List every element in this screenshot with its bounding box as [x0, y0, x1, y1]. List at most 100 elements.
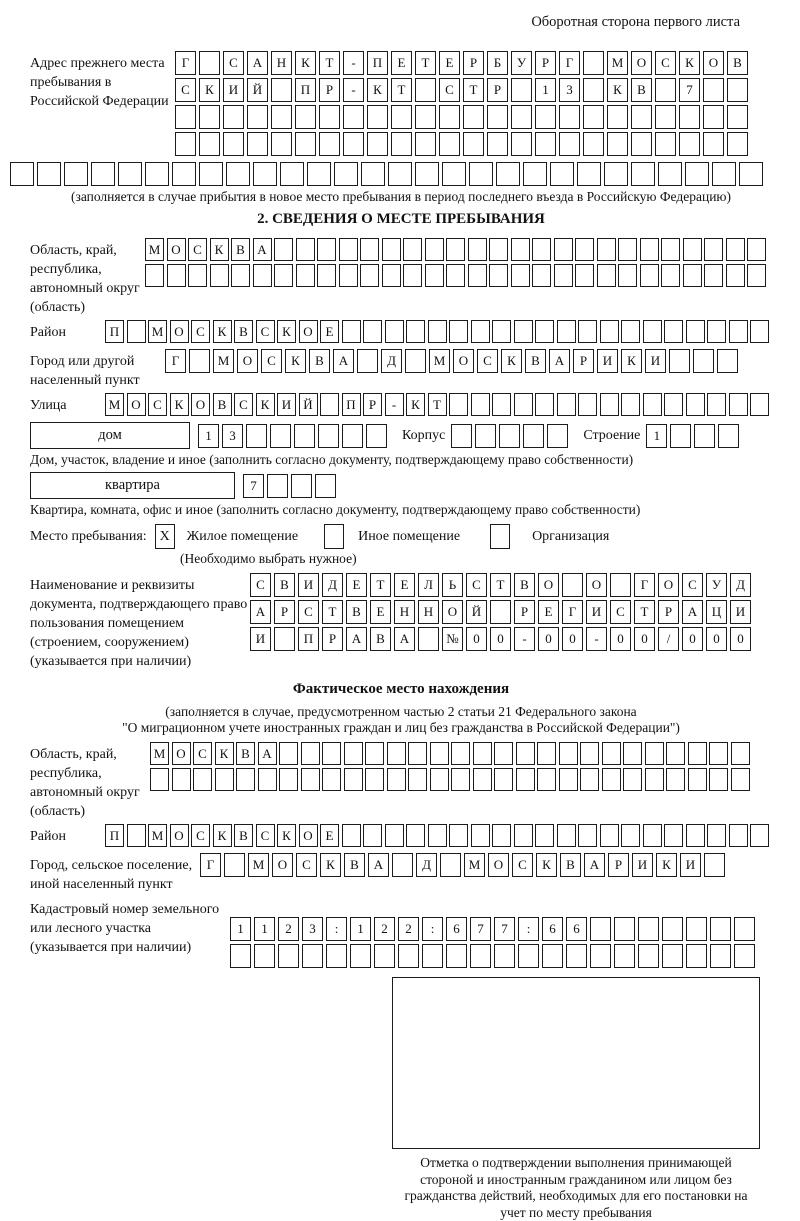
char-cell	[254, 944, 275, 968]
char-cell: А	[368, 853, 389, 877]
page-corner-note: Оборотная сторона первого листа	[531, 14, 740, 30]
street-label: Улица	[30, 398, 67, 413]
char-cell	[214, 768, 234, 791]
char-cell: М	[464, 853, 485, 877]
char-cell	[542, 944, 563, 968]
char-cell: П	[298, 627, 319, 651]
fact-district-label: Район	[30, 829, 66, 844]
char-cell: С	[148, 393, 167, 416]
char-cell: О	[298, 824, 318, 847]
char-cell: Р	[573, 349, 594, 373]
char-cell	[492, 320, 511, 343]
char-cell: Т	[634, 600, 655, 624]
document-label: Наименование и реквизиты документа, подт…	[30, 578, 248, 669]
char-cell	[707, 320, 726, 343]
confirmation-stamp-box	[392, 977, 760, 1149]
char-cell: И	[680, 853, 701, 877]
char-cell	[614, 917, 635, 941]
char-cell	[223, 132, 244, 156]
char-cell: 0	[538, 627, 559, 651]
char-cell	[511, 78, 532, 102]
char-cell	[361, 162, 385, 186]
char-cell: Р	[363, 393, 382, 416]
char-cell: Р	[463, 51, 484, 75]
actual-location-note-1: (заполняется в случае, предусмотренном ч…	[165, 704, 637, 719]
char-cell: Д	[730, 573, 751, 597]
char-cell	[559, 132, 580, 156]
char-cell	[515, 742, 535, 765]
char-cell: -	[343, 78, 364, 102]
char-cell	[583, 105, 604, 129]
char-cell: 7	[243, 473, 264, 498]
char-cell	[150, 768, 169, 791]
char-cell	[679, 132, 700, 156]
prev-address-row-3	[175, 105, 751, 129]
char-cell	[317, 238, 336, 261]
char-cell	[494, 944, 515, 968]
char-cell	[415, 78, 436, 102]
char-cell: А	[257, 742, 277, 765]
char-cell	[224, 853, 245, 877]
char-cell: С	[193, 742, 212, 765]
char-cell	[710, 917, 731, 941]
char-cell	[750, 824, 769, 847]
char-cell: Е	[370, 600, 391, 624]
char-cell: П	[295, 78, 316, 102]
char-cell	[537, 768, 556, 791]
char-cell: Р	[535, 51, 556, 75]
char-cell	[193, 768, 212, 791]
char-cell: О	[169, 320, 189, 343]
char-cell: О	[453, 349, 474, 373]
char-cell: Б	[487, 51, 508, 75]
fact-region-row-2	[150, 768, 752, 791]
char-cell	[580, 768, 599, 791]
actual-location-title: Фактическое место нахождения	[292, 681, 510, 697]
char-cell: В	[370, 627, 391, 651]
char-cell: К	[320, 853, 341, 877]
checkbox-residential: Х	[154, 524, 175, 549]
char-cell	[271, 78, 292, 102]
char-cell: Т	[463, 78, 484, 102]
char-cell: К	[277, 320, 296, 343]
char-cell	[415, 162, 439, 186]
char-cell: В	[236, 742, 255, 765]
char-cell	[642, 393, 662, 416]
cadastral-block: Кадастровый номер земельного или лесного…	[30, 897, 772, 971]
char-cell: К	[536, 853, 557, 877]
char-cell	[365, 768, 384, 791]
char-cell: 7	[470, 917, 491, 941]
char-cell: А	[394, 627, 415, 651]
char-cell	[487, 105, 508, 129]
char-cell	[532, 238, 551, 261]
char-cell: И	[597, 349, 618, 373]
char-cell: С	[512, 853, 533, 877]
char-cell	[363, 320, 382, 343]
char-cell: К	[199, 78, 220, 102]
char-cell: -	[514, 627, 535, 651]
char-cell	[730, 742, 750, 765]
char-cell	[596, 238, 616, 261]
char-cell	[391, 105, 412, 129]
char-cell: 1	[254, 917, 275, 941]
char-cell	[446, 944, 467, 968]
char-cell	[734, 917, 755, 941]
char-cell	[661, 264, 680, 287]
char-cell: Н	[271, 51, 292, 75]
char-cell: Т	[322, 600, 343, 624]
char-cell	[750, 320, 769, 343]
char-cell	[247, 132, 268, 156]
char-cell	[492, 393, 511, 416]
char-cell	[693, 349, 714, 373]
char-cell	[583, 78, 604, 102]
char-cell: О	[442, 600, 463, 624]
char-cell	[145, 162, 169, 186]
char-cell: О	[126, 393, 146, 416]
char-cell: Ь	[442, 573, 463, 597]
char-cell	[717, 349, 738, 373]
char-cell	[463, 105, 484, 129]
place-type-row: Место пребывания: Х Жилое помещение Иное…	[30, 524, 772, 549]
char-cell	[295, 238, 315, 261]
